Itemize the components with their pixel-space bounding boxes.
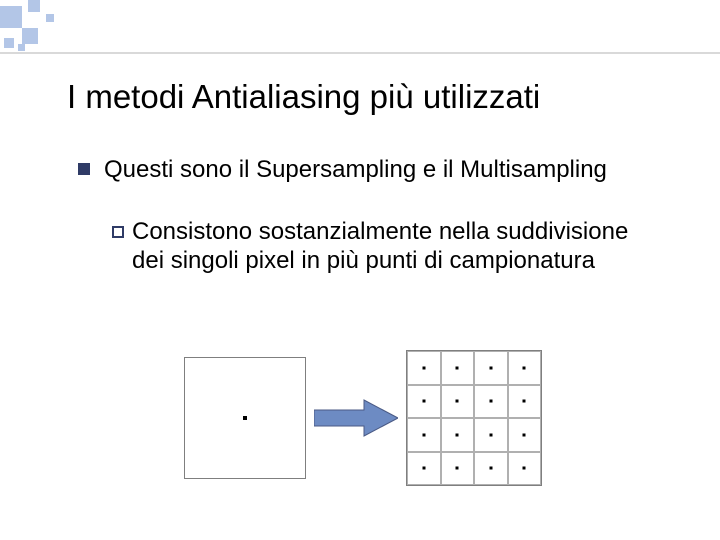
sample-point-dot: [489, 467, 492, 470]
arrow-right-icon: [314, 396, 398, 440]
grid-cell: [441, 452, 475, 486]
bullet-text: Questi sono il Supersampling e il Multis…: [104, 155, 607, 185]
sample-point-dot: [456, 467, 459, 470]
sample-point-dot: [489, 433, 492, 436]
grid-cell: [474, 452, 508, 486]
bullet-level2: Consistono sostanzialmente nella suddivi…: [112, 218, 660, 276]
subdivided-pixel-grid: [406, 350, 542, 486]
grid-cell: [441, 351, 475, 385]
sample-point-dot: [523, 366, 526, 369]
sample-point-dot: [422, 366, 425, 369]
grid-cell: [407, 418, 441, 452]
grid-cell: [474, 418, 508, 452]
sample-point-dot: [422, 400, 425, 403]
pixel-subdivision-diagram: [184, 348, 584, 488]
arrow-wrap: [306, 396, 406, 440]
single-pixel-box: [184, 357, 306, 479]
slide-title: I metodi Antialiasing più utilizzati: [67, 78, 540, 116]
sub-bullet-text: Consistono sostanzialmente nella suddivi…: [132, 218, 660, 276]
sample-point-dot: [456, 366, 459, 369]
bullet-level1: Questi sono il Supersampling e il Multis…: [78, 155, 607, 185]
sample-point-dot: [523, 400, 526, 403]
sample-point-dot: [422, 433, 425, 436]
grid-cell: [508, 385, 542, 419]
grid-cell: [508, 452, 542, 486]
sample-point-dot: [243, 416, 247, 420]
sample-point-dot: [489, 366, 492, 369]
sample-point-dot: [523, 467, 526, 470]
sample-point-dot: [489, 400, 492, 403]
sample-point-dot: [523, 433, 526, 436]
sample-point-dot: [456, 400, 459, 403]
sample-point-dot: [422, 467, 425, 470]
grid-cell: [474, 351, 508, 385]
grid-cell: [407, 452, 441, 486]
grid-cell: [508, 351, 542, 385]
grid-cell: [508, 418, 542, 452]
slide-corner-decoration: [0, 0, 120, 60]
grid-cell: [441, 385, 475, 419]
grid-cell: [441, 418, 475, 452]
grid-cell: [407, 385, 441, 419]
grid-cell: [474, 385, 508, 419]
bullet-square-icon: [78, 163, 90, 175]
sample-point-dot: [456, 433, 459, 436]
header-rule: [0, 52, 720, 54]
bullet-hollow-square-icon: [112, 226, 124, 238]
grid-cell: [407, 351, 441, 385]
